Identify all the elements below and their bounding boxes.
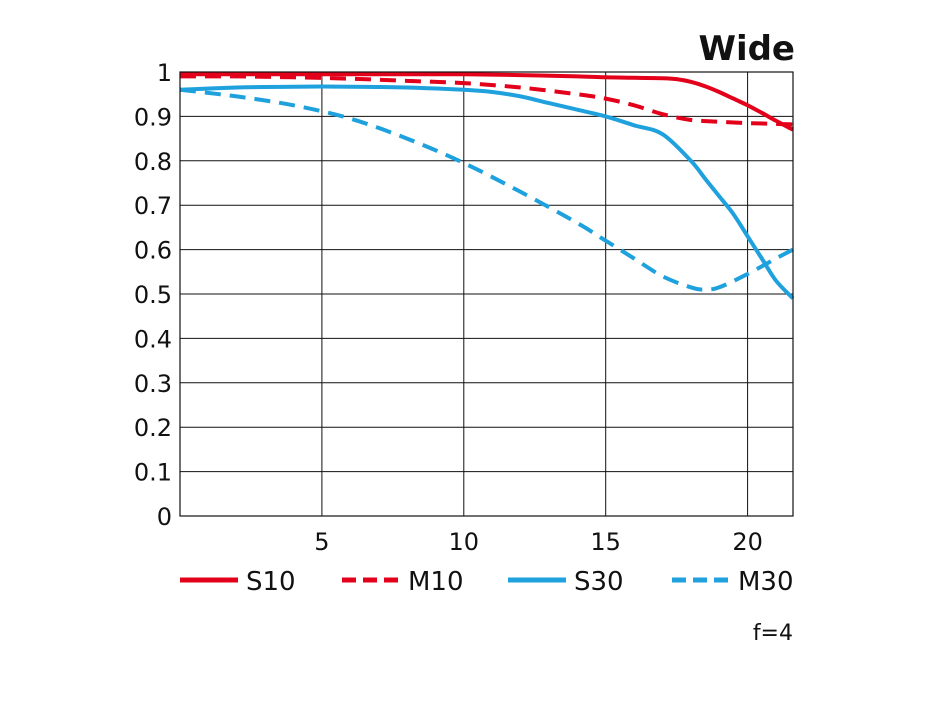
x-tick-label: 15 (590, 528, 621, 556)
y-tick-label: 0.3 (134, 370, 172, 398)
plot-frame (179, 71, 794, 517)
legend-label-m30: M30 (738, 567, 794, 597)
series-line-s30 (179, 84, 795, 300)
y-tick-label: 1 (157, 59, 172, 87)
legend-label-m10: M10 (408, 567, 464, 597)
x-tick-label: 5 (314, 528, 329, 556)
x-tick-label: 10 (449, 528, 480, 556)
x-tick-labels: 5 10 15 20 (314, 528, 763, 556)
chart-title: Wide (698, 29, 795, 69)
y-tick-label: 0.2 (134, 414, 172, 442)
y-tick-label: 0.5 (134, 281, 172, 309)
aperture-note: f=4 (753, 621, 793, 646)
y-tick-label: 0.1 (134, 459, 172, 487)
y-tick-labels: 0 0.1 0.2 0.3 0.4 0.5 0.6 0.7 0.8 0.9 1 (134, 59, 172, 531)
y-tick-label: 0.4 (134, 325, 172, 353)
y-tick-label: 0.6 (134, 237, 172, 265)
y-tick-label: 0 (157, 503, 172, 531)
y-tick-label: 0.7 (134, 192, 172, 220)
series-line-m10 (179, 74, 794, 127)
grid (180, 71, 793, 517)
series-line-m30 (179, 87, 794, 292)
y-tick-label: 0.9 (134, 103, 172, 131)
series-lines (179, 72, 795, 300)
series-line-s10 (180, 72, 794, 132)
legend: S10 M10 S30 M30 (180, 567, 794, 597)
legend-label-s30: S30 (574, 567, 624, 597)
y-tick-label: 0.8 (134, 148, 172, 176)
legend-label-s10: S10 (246, 567, 296, 597)
x-tick-label: 20 (732, 528, 763, 556)
